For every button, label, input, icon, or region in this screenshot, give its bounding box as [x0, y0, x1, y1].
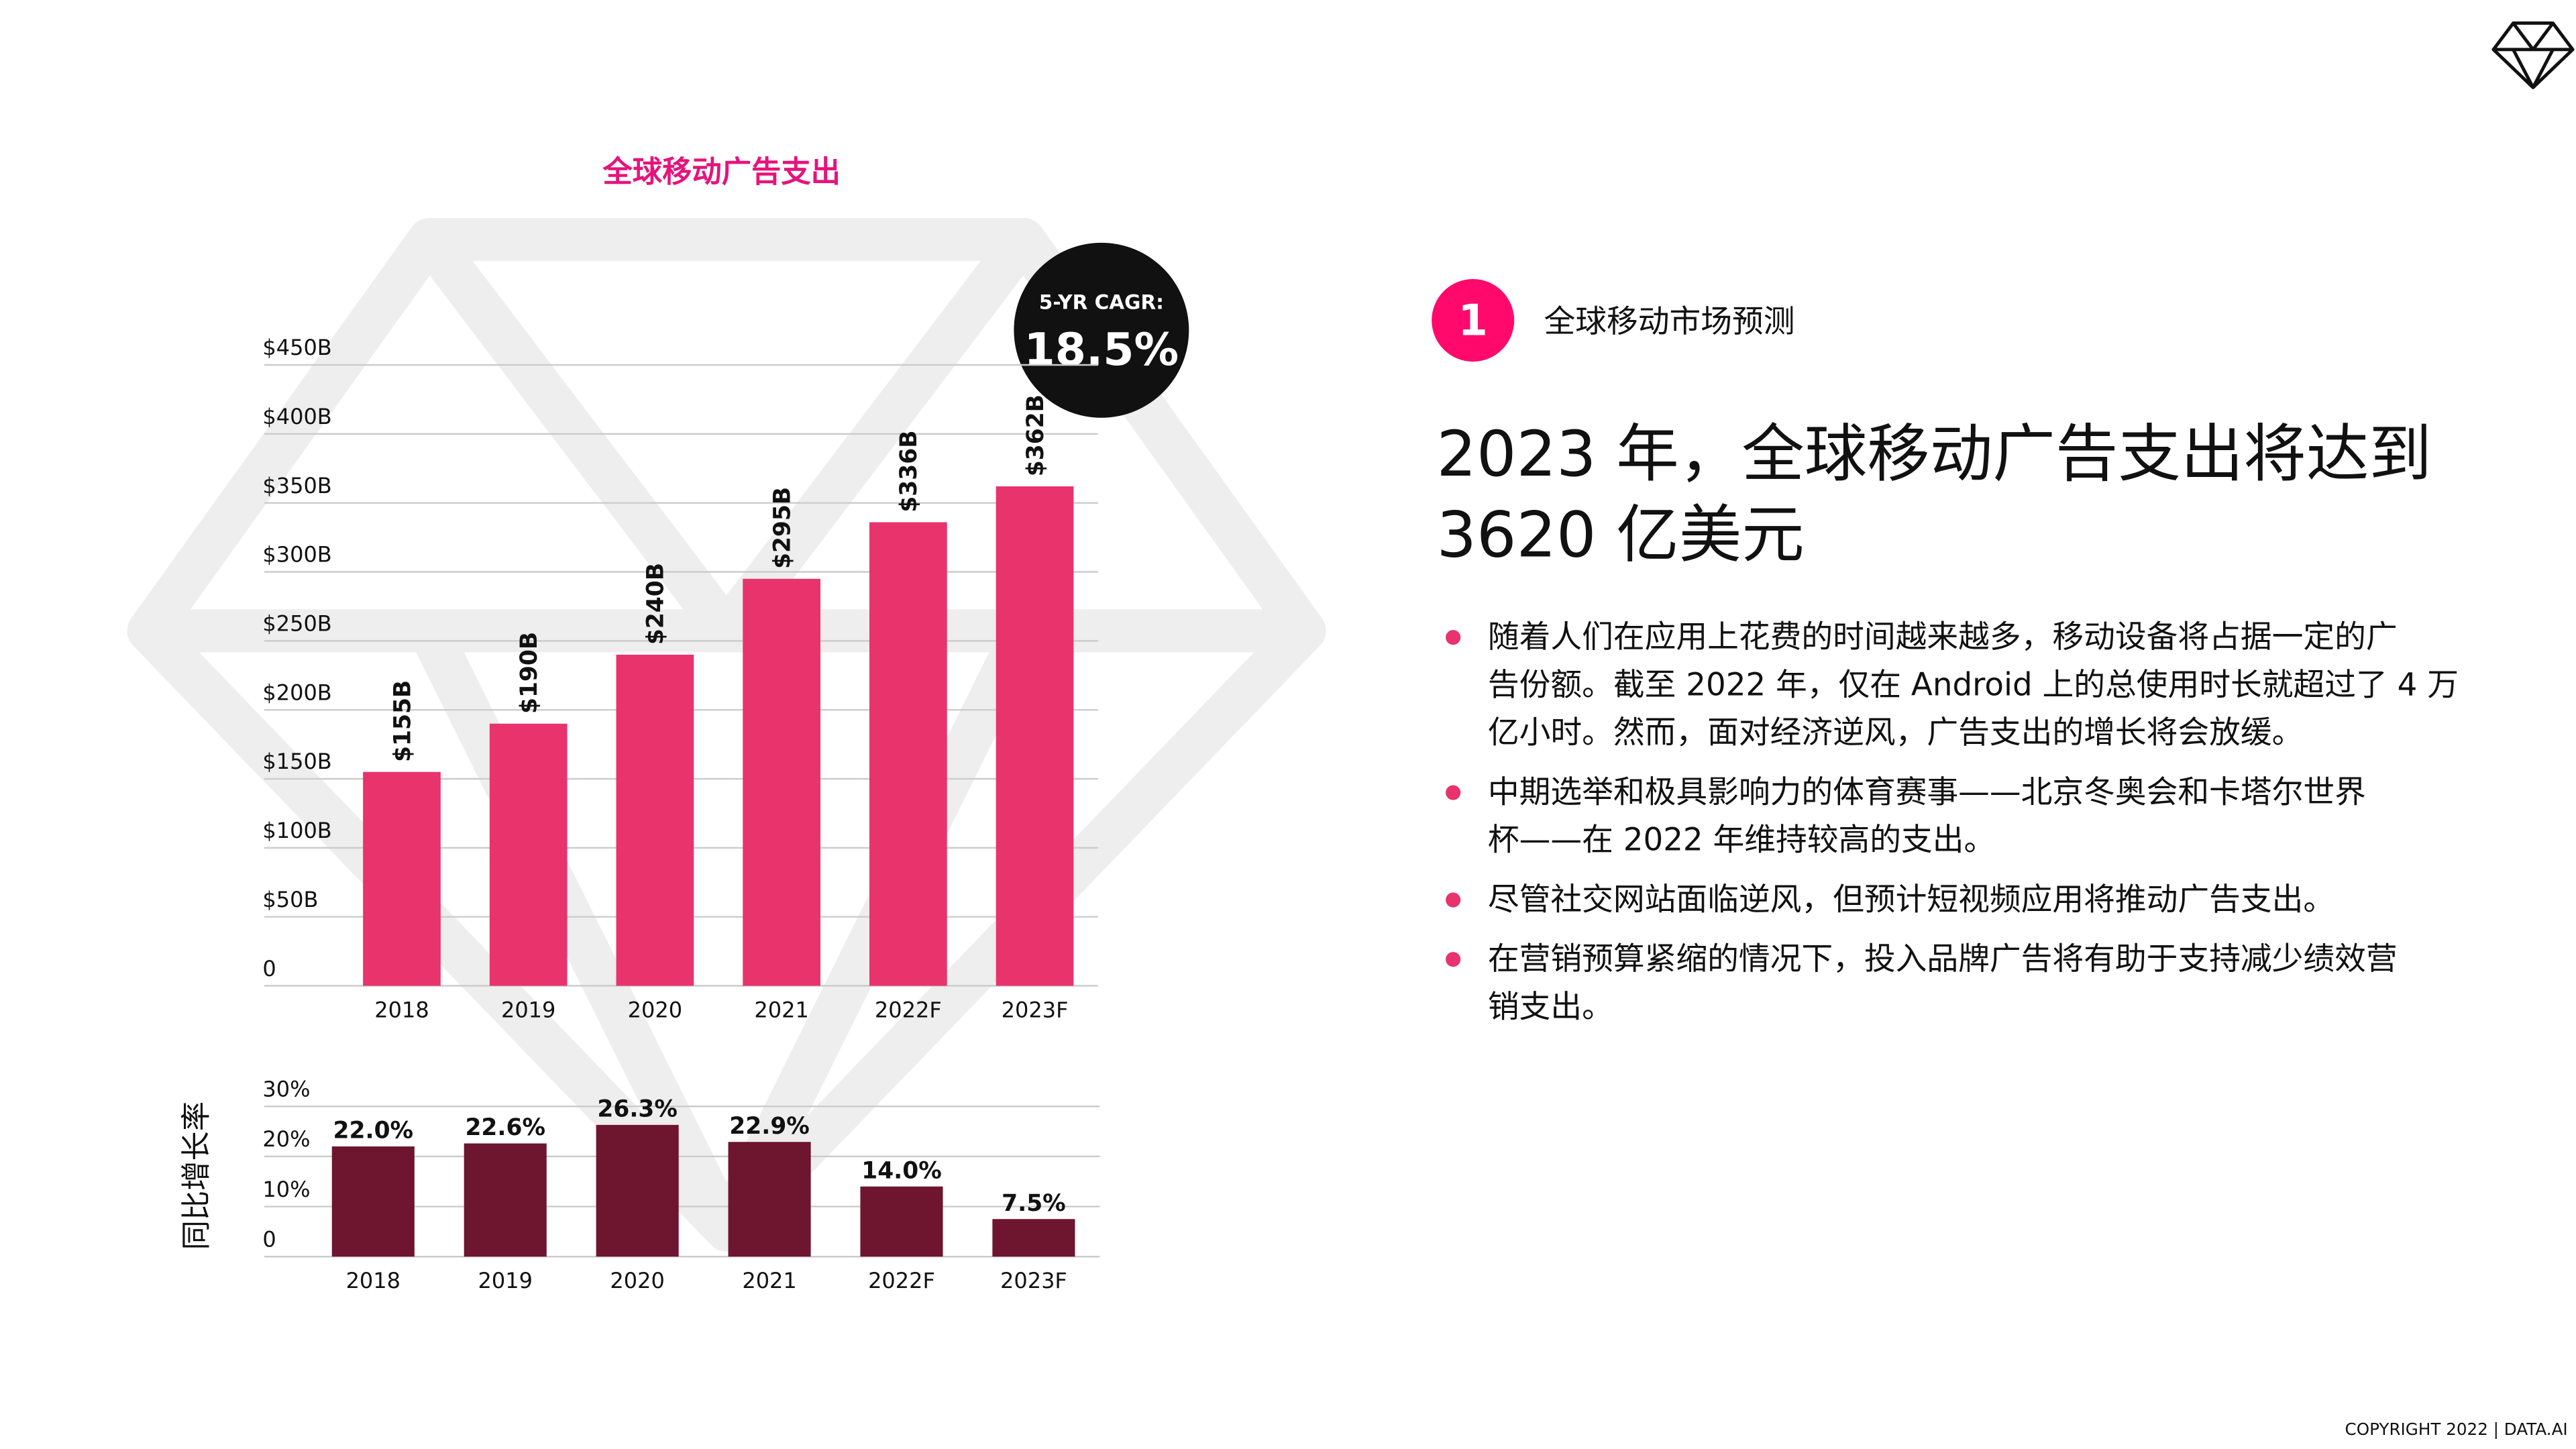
- x-tick-label: 2020: [628, 997, 682, 1022]
- bar: [596, 1124, 679, 1257]
- y-tick-label: 10%: [262, 1177, 310, 1202]
- bullet-text: 告份额。截至 2022 年，仅在 Android 上的总使用时长就超过了 4 万: [1488, 667, 2459, 703]
- y-tick-label: 0: [262, 1226, 276, 1252]
- y-tick-label: $50B: [262, 887, 318, 912]
- y-tick-label: 30%: [262, 1076, 310, 1102]
- data-label: $240B: [643, 563, 669, 645]
- cagr-value: 18.5%: [1024, 323, 1179, 376]
- copyright: COPYRIGHT 2022 | DATA.AI: [2345, 1419, 2568, 1439]
- bar: [743, 578, 820, 986]
- y-tick-label: $450B: [262, 335, 331, 360]
- cagr-badge: [1014, 242, 1189, 418]
- bullet-dot: [1446, 892, 1461, 908]
- data-label: $155B: [389, 680, 416, 762]
- data-label: 22.0%: [333, 1118, 414, 1144]
- x-tick-label: 2020: [610, 1268, 664, 1293]
- data-label: 7.5%: [1002, 1190, 1066, 1217]
- bullet-text: 中期选举和极具影响力的体育赛事——北京冬奥会和卡塔尔世界: [1488, 774, 2366, 810]
- x-tick-label: 2022F: [875, 997, 942, 1022]
- bullet-text: 亿小时。然而，面对经济逆风，广告支出的增长将会放缓。: [1488, 715, 2304, 751]
- data-label: 22.9%: [729, 1113, 810, 1140]
- y-tick-label: $350B: [262, 473, 331, 498]
- y-tick-label: 0: [262, 956, 276, 981]
- section-title: 全球移动市场预测: [1544, 304, 1795, 340]
- y-tick-label: $250B: [262, 611, 331, 637]
- bullet-text: 在营销预算紧缩的情况下，投入品牌广告将有助于支持减少绩效营: [1488, 941, 2398, 977]
- x-tick-label: 2023F: [1000, 1268, 1067, 1293]
- bar: [489, 723, 568, 986]
- data-label: $362B: [1022, 394, 1049, 476]
- x-tick-label: 2022F: [868, 1268, 935, 1293]
- bullet-dot: [1446, 785, 1461, 800]
- bar: [616, 654, 694, 986]
- bar: [996, 486, 1074, 986]
- section-number: 1: [1458, 297, 1488, 346]
- bar: [728, 1142, 811, 1257]
- data-label: 26.3%: [597, 1096, 678, 1123]
- bar: [331, 1146, 415, 1257]
- y-tick-label: $150B: [262, 749, 331, 774]
- bullet-text: 杯——在 2022 年维持较高的支出。: [1488, 822, 1995, 859]
- y-tick-label: $400B: [262, 404, 331, 429]
- x-tick-label: 2021: [742, 1268, 796, 1293]
- y-tick-label: 20%: [262, 1126, 310, 1152]
- bullet-text: 随着人们在应用上花费的时间越来越多，移动设备将占据一定的广: [1488, 619, 2398, 655]
- x-tick-label: 2023F: [1002, 997, 1069, 1022]
- x-tick-label: 2021: [754, 997, 808, 1022]
- logo: [2491, 21, 2575, 89]
- bar: [869, 522, 947, 986]
- headline: 2023 年，全球移动广告支出将达到: [1437, 418, 2432, 491]
- y-tick-label: $100B: [262, 818, 331, 843]
- bar: [992, 1219, 1075, 1257]
- x-tick-label: 2018: [374, 997, 429, 1022]
- x-tick-label: 2019: [501, 997, 555, 1022]
- y-axis-label: 同比增长率: [180, 1102, 214, 1250]
- bullet-dot: [1446, 630, 1461, 645]
- bullet-dot: [1446, 952, 1461, 967]
- bar: [464, 1143, 547, 1257]
- data-label: $295B: [769, 487, 796, 569]
- x-tick-label: 2019: [478, 1268, 533, 1293]
- headline: 3620 亿美元: [1437, 499, 1805, 572]
- data-label: 14.0%: [861, 1157, 942, 1184]
- x-tick-label: 2018: [346, 1268, 400, 1293]
- bar: [860, 1186, 943, 1257]
- bullet-text: 尽管社交网站面临逆风，但预计短视频应用将推动广告支出。: [1488, 881, 2334, 918]
- cagr-label: 5-YR CAGR:: [1039, 290, 1164, 313]
- y-tick-label: $300B: [262, 542, 331, 568]
- bar: [363, 771, 441, 986]
- y-tick-label: $200B: [262, 680, 331, 705]
- bullet-text: 销支出。: [1488, 989, 1613, 1025]
- data-label: $190B: [516, 632, 543, 714]
- data-label: $336B: [896, 431, 922, 513]
- data-label: 22.6%: [465, 1114, 545, 1141]
- section-badge: [1432, 279, 1515, 362]
- chart-title: 全球移动广告支出: [602, 155, 840, 189]
